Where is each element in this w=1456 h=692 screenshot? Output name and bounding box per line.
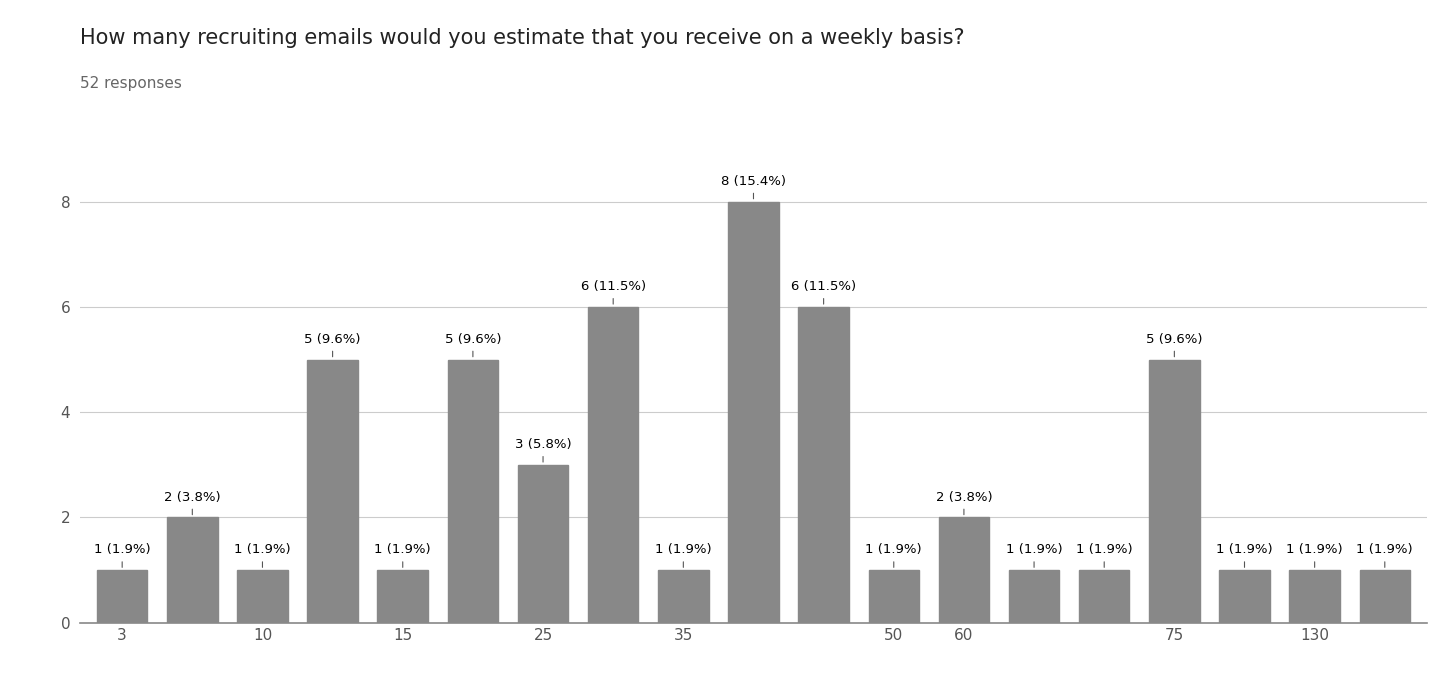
Text: 1 (1.9%): 1 (1.9%): [1076, 543, 1133, 567]
Bar: [1360, 570, 1409, 623]
Bar: [658, 570, 709, 623]
Text: 1 (1.9%): 1 (1.9%): [655, 543, 712, 567]
Text: 2 (3.8%): 2 (3.8%): [165, 491, 221, 515]
Text: 1 (1.9%): 1 (1.9%): [93, 543, 150, 567]
Text: 1 (1.9%): 1 (1.9%): [1357, 543, 1414, 567]
Bar: [98, 570, 147, 623]
Text: How many recruiting emails would you estimate that you receive on a weekly basis: How many recruiting emails would you est…: [80, 28, 965, 48]
Text: 6 (11.5%): 6 (11.5%): [581, 280, 646, 304]
Text: 8 (15.4%): 8 (15.4%): [721, 174, 786, 199]
Text: 6 (11.5%): 6 (11.5%): [791, 280, 856, 304]
Bar: [1219, 570, 1270, 623]
Text: 1 (1.9%): 1 (1.9%): [374, 543, 431, 567]
Bar: [518, 465, 568, 623]
Bar: [798, 307, 849, 623]
Text: 5 (9.6%): 5 (9.6%): [1146, 333, 1203, 357]
Text: 5 (9.6%): 5 (9.6%): [444, 333, 501, 357]
Bar: [307, 360, 358, 623]
Bar: [167, 518, 217, 623]
Bar: [1079, 570, 1130, 623]
Bar: [447, 360, 498, 623]
Text: 1 (1.9%): 1 (1.9%): [1216, 543, 1273, 567]
Bar: [728, 201, 779, 623]
Bar: [869, 570, 919, 623]
Text: 1 (1.9%): 1 (1.9%): [1286, 543, 1342, 567]
Bar: [237, 570, 288, 623]
Text: 1 (1.9%): 1 (1.9%): [865, 543, 922, 567]
Text: 1 (1.9%): 1 (1.9%): [1006, 543, 1063, 567]
Bar: [588, 307, 638, 623]
Bar: [1149, 360, 1200, 623]
Bar: [1290, 570, 1340, 623]
Text: 2 (3.8%): 2 (3.8%): [936, 491, 992, 515]
Text: 52 responses: 52 responses: [80, 76, 182, 91]
Bar: [939, 518, 989, 623]
Text: 5 (9.6%): 5 (9.6%): [304, 333, 361, 357]
Bar: [377, 570, 428, 623]
Text: 3 (5.8%): 3 (5.8%): [515, 438, 571, 462]
Text: 1 (1.9%): 1 (1.9%): [234, 543, 291, 567]
Bar: [1009, 570, 1060, 623]
